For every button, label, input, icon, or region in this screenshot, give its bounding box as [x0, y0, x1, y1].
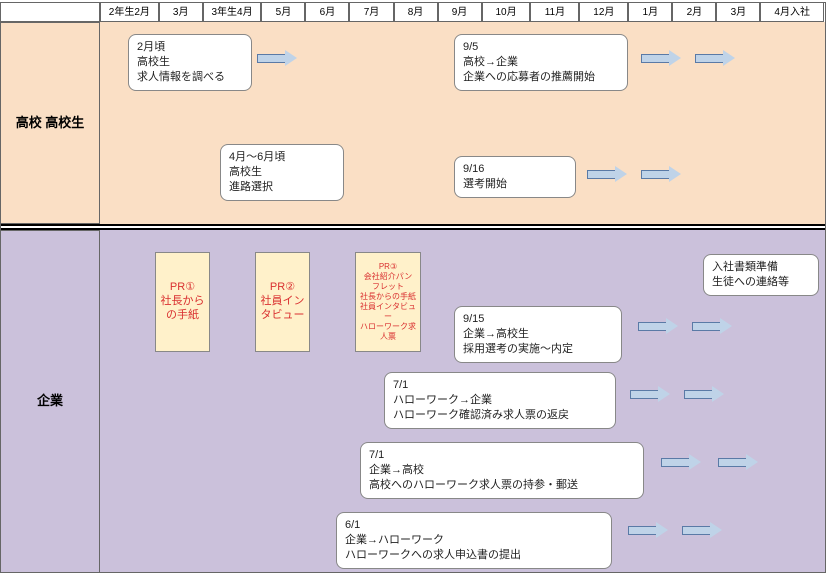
timeline-header: 3年生4月 — [203, 2, 262, 22]
vertical-separator — [99, 22, 100, 224]
arrow-right-icon — [587, 166, 627, 182]
pr-box: PR① 社長からの手紙 — [155, 252, 210, 352]
timeline-header: 2年生2月 — [100, 2, 159, 22]
callout: 入社書類準備 生徒への連絡等 — [703, 254, 819, 296]
vertical-separator — [99, 230, 100, 573]
arrow-right-icon — [661, 454, 701, 470]
header-corner — [0, 2, 100, 22]
pr-box: PR② 社員インタビュー — [255, 252, 310, 352]
arrow-right-icon — [682, 522, 722, 538]
timeline-header: 3月 — [716, 2, 760, 22]
callout: 9/5 高校→企業 企業への応募者の推薦開始 — [454, 34, 628, 91]
arrow-right-icon — [628, 522, 668, 538]
timeline-header: 7月 — [349, 2, 393, 22]
timeline-header: 1月 — [628, 2, 672, 22]
timeline-header: 8月 — [394, 2, 438, 22]
timeline-header: 3月 — [159, 2, 203, 22]
timeline-header: 6月 — [305, 2, 349, 22]
row-label-company: 企業 — [0, 230, 100, 573]
arrow-right-icon — [641, 166, 681, 182]
arrow-right-icon — [695, 50, 735, 66]
row-divider — [0, 224, 826, 230]
callout: 7/1 企業→高校 高校へのハローワーク求人票の持参・郵送 — [360, 442, 644, 499]
timeline-header: 4月入社 — [760, 2, 824, 22]
callout: 6/1 企業→ハローワーク ハローワークへの求人申込書の提出 — [336, 512, 612, 569]
arrow-right-icon — [638, 318, 678, 334]
row-label-highschool: 高校 高校生 — [0, 22, 100, 224]
timeline-header: 2月 — [672, 2, 716, 22]
timeline-header: 5月 — [261, 2, 305, 22]
callout: 4月～6月頃 高校生 進路選択 — [220, 144, 344, 201]
callout: 9/15 企業→高校生 採用選考の実施～内定 — [454, 306, 622, 363]
pr-box: PR③ 会社紹介パンフレット 社長からの手紙 社員インタビュー ハローワーク求人… — [355, 252, 421, 352]
timeline-diagram: 2年生2月3月3年生4月5月6月7月8月9月10月11月12月1月2月3月4月入… — [0, 0, 826, 575]
timeline-header: 9月 — [438, 2, 482, 22]
arrow-right-icon — [641, 50, 681, 66]
arrow-right-icon — [684, 386, 724, 402]
timeline-header: 11月 — [530, 2, 579, 22]
timeline-header: 10月 — [482, 2, 531, 22]
timeline-header: 12月 — [579, 2, 628, 22]
callout: 2月頃 高校生 求人情報を調べる — [128, 34, 252, 91]
arrow-right-icon — [718, 454, 758, 470]
arrow-right-icon — [257, 50, 297, 66]
callout: 7/1 ハローワーク→企業 ハローワーク確認済み求人票の返戻 — [384, 372, 616, 429]
arrow-right-icon — [630, 386, 670, 402]
arrow-right-icon — [692, 318, 732, 334]
callout: 9/16 選考開始 — [454, 156, 576, 198]
